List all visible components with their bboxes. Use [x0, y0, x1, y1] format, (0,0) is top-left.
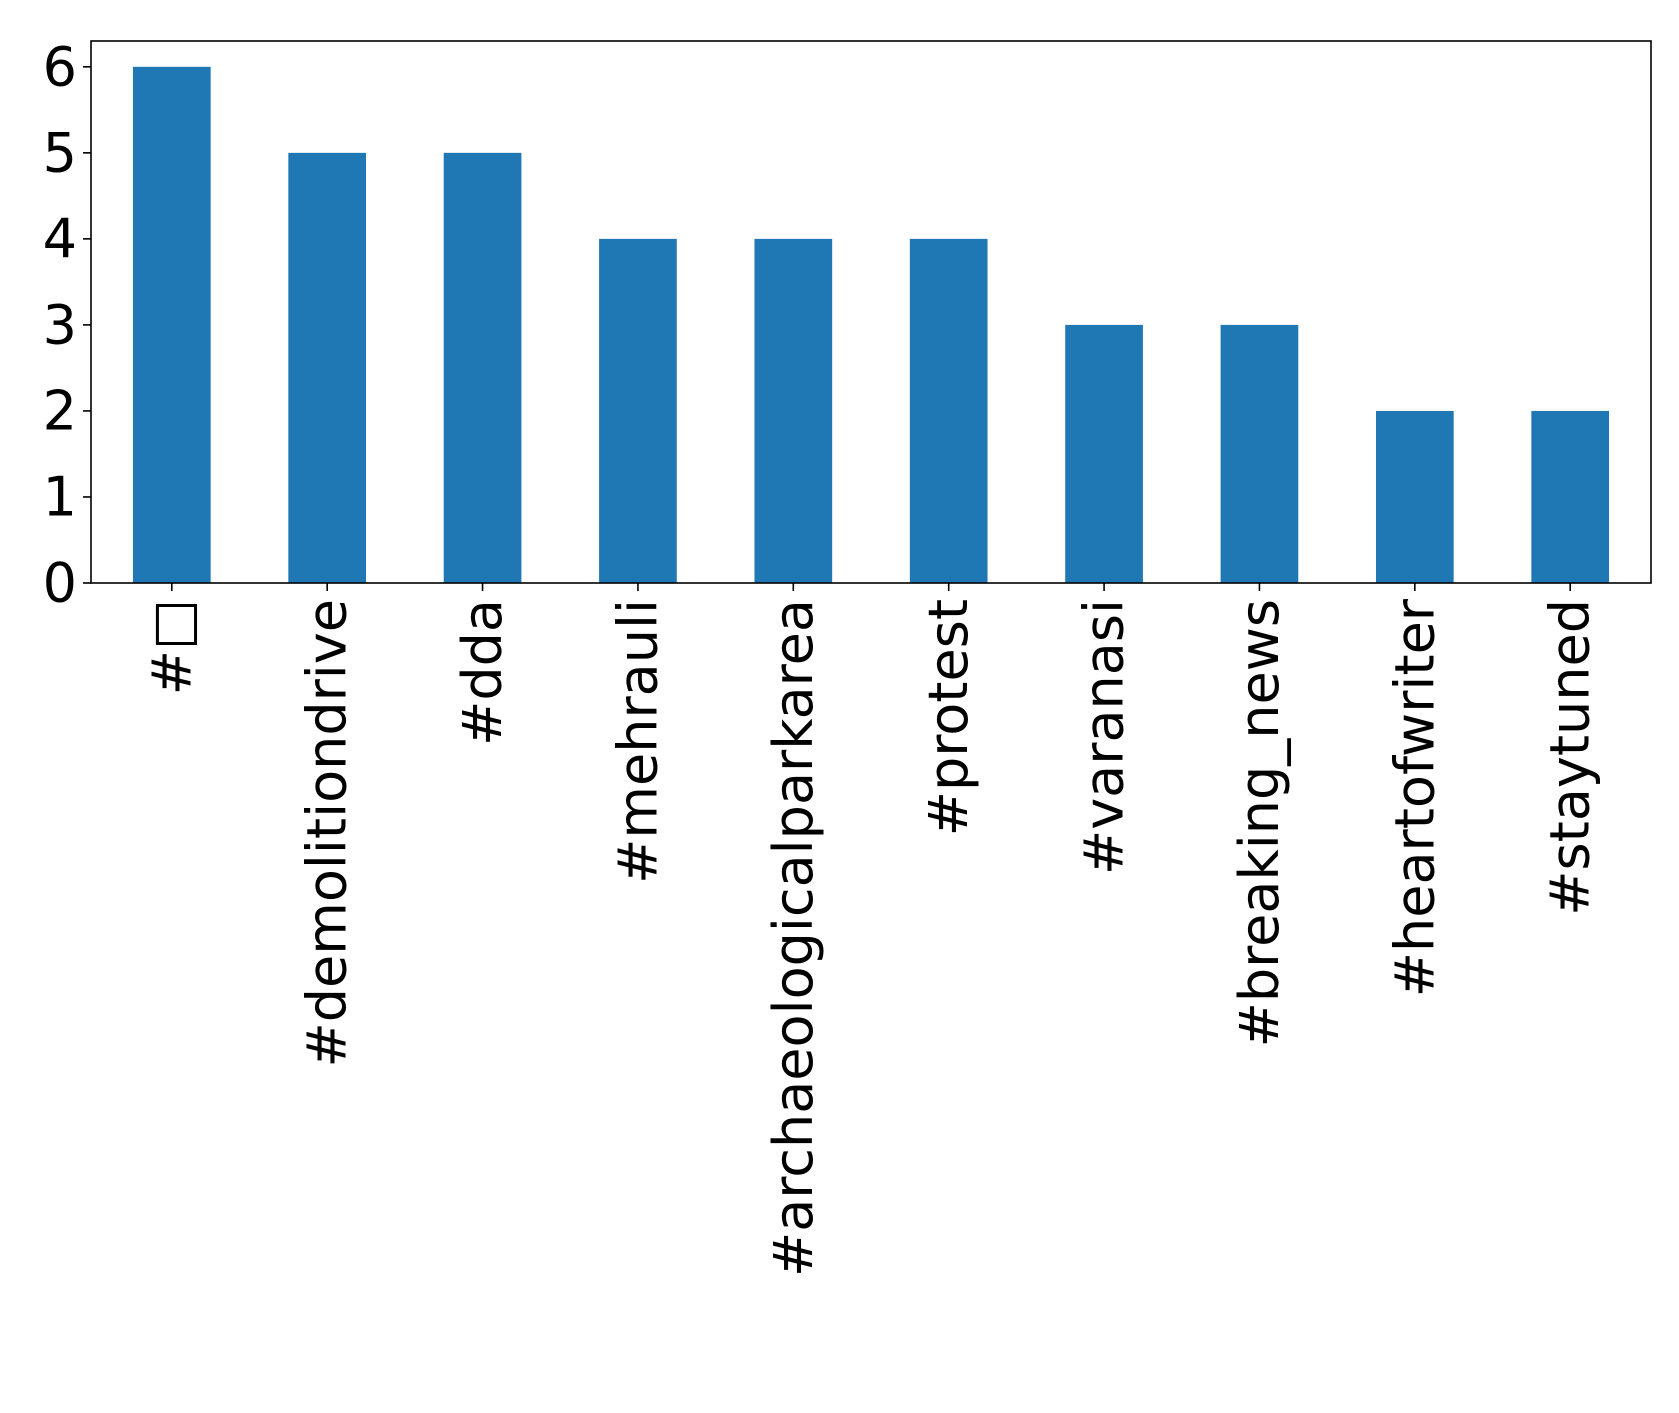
bar: [288, 152, 367, 583]
y-tick-label: 6: [43, 35, 77, 98]
y-tick-label: 1: [43, 465, 77, 528]
y-tick-label: 2: [43, 379, 77, 442]
bars-group: [132, 66, 1610, 583]
x-axis-ticks: #□ #demolitiondrive #dda #mehrauli #archaeol…: [140, 583, 1602, 1277]
x-tick-label: #heartofwriter: [1383, 598, 1446, 997]
plot-frame: [90, 40, 1652, 584]
x-tick-label: #dda: [451, 599, 514, 746]
x-tick-label: #archaeologicalparkarea: [762, 599, 825, 1277]
y-axis-ticks: 0 1 2 3 4 5 6: [43, 35, 91, 615]
bar: [132, 66, 211, 583]
x-tick-label: #breaking_news: [1228, 599, 1291, 1047]
x-tick-label: #protest: [917, 599, 980, 836]
bar: [1375, 410, 1454, 583]
x-tick-label: #staytuned: [1539, 599, 1602, 916]
bar: [599, 238, 677, 583]
x-tick-label: #demolitiondrive: [296, 599, 359, 1068]
y-tick-label: 5: [43, 121, 77, 184]
y-tick-label: 4: [43, 207, 77, 270]
y-tick-label: 3: [43, 293, 77, 356]
bar: [1220, 324, 1299, 583]
bar: [1065, 324, 1143, 583]
bar: [443, 152, 522, 583]
bar: [909, 238, 988, 583]
x-tick-label: #mehrauli: [606, 599, 669, 884]
bar: [1531, 410, 1610, 583]
x-tick-label: #varanasi: [1073, 599, 1136, 875]
x-tick-label: #□: [140, 599, 203, 695]
y-tick-label: 0: [43, 552, 77, 615]
bar: [754, 238, 833, 583]
